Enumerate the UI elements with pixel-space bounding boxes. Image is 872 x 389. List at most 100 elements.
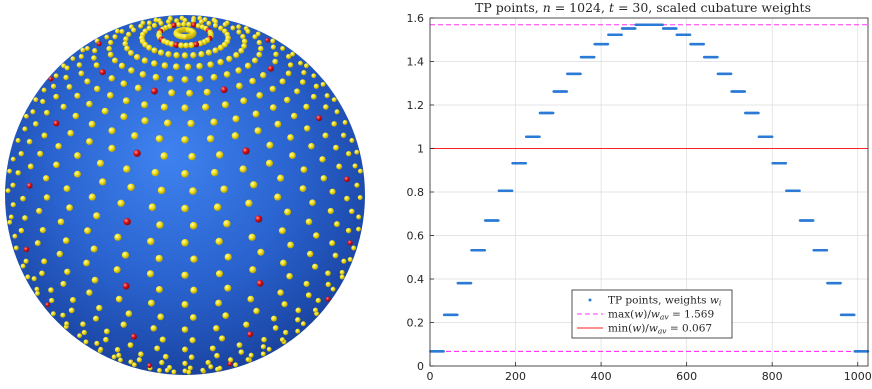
sphere-point <box>141 57 149 64</box>
sphere-point <box>260 344 267 350</box>
sphere-point <box>277 174 285 182</box>
x-tick-label: 0 <box>427 370 434 383</box>
sphere-point <box>295 328 301 334</box>
sphere-point <box>126 31 132 38</box>
sphere-point <box>190 286 198 294</box>
sphere-point <box>357 168 363 174</box>
sphere-point <box>187 119 195 128</box>
sphere-point <box>303 63 309 69</box>
sphere-point <box>278 227 286 235</box>
sphere-point <box>141 117 149 125</box>
sphere-point <box>41 132 48 139</box>
sphere-point <box>331 97 337 103</box>
sphere-point <box>131 27 137 33</box>
sphere-point <box>8 214 14 220</box>
sphere-point <box>123 165 131 173</box>
weight-point <box>839 281 842 285</box>
sphere-point <box>308 142 315 150</box>
sphere-point <box>249 77 256 85</box>
sphere-point <box>50 83 57 89</box>
sphere-point <box>173 63 180 70</box>
sphere-point <box>12 233 18 239</box>
sphere-point <box>334 221 340 228</box>
highlight-point <box>173 41 180 48</box>
sphere-point <box>34 286 40 292</box>
sphere-point <box>352 163 358 169</box>
sphere-point <box>35 290 40 296</box>
sphere-point <box>92 48 98 54</box>
highlight-point <box>193 41 200 48</box>
sphere-point <box>208 364 214 370</box>
sphere-point <box>64 268 71 275</box>
sphere-point <box>298 60 303 66</box>
sphere-point <box>119 29 125 34</box>
x-tick-label: 600 <box>676 370 697 383</box>
sphere-point <box>286 272 293 280</box>
weight-point <box>798 189 801 192</box>
highlight-point <box>247 331 254 338</box>
sphere-point <box>290 112 298 120</box>
sphere-point <box>266 346 272 352</box>
sphere-point <box>146 270 155 278</box>
sphere-point <box>300 166 308 173</box>
highlight-point <box>96 41 102 47</box>
sphere-point <box>280 259 287 267</box>
sphere-point <box>344 195 350 202</box>
sphere-point <box>213 19 219 25</box>
sphere-point <box>280 46 286 51</box>
sphere-point <box>178 42 185 49</box>
sphere-point <box>244 62 252 69</box>
sphere-point <box>22 126 28 132</box>
sphere-point <box>64 321 70 327</box>
sphere-point <box>103 336 109 343</box>
sphere-point <box>189 221 198 230</box>
sphere-point <box>240 97 248 105</box>
sphere-point <box>78 54 84 60</box>
sphere-point <box>181 301 189 308</box>
weight-point <box>853 313 856 317</box>
sphere-point <box>252 34 258 40</box>
sphere-point <box>88 120 96 128</box>
sphere-point <box>270 38 276 44</box>
sphere-point <box>190 52 197 59</box>
weight-point <box>784 162 788 165</box>
sphere-point <box>227 357 234 363</box>
sphere-point <box>136 357 143 363</box>
sphere-figure <box>0 0 400 385</box>
y-tick-label: 0.8 <box>407 186 425 199</box>
sphere-point <box>108 144 116 152</box>
sphere-point <box>209 345 216 352</box>
sphere-point <box>67 129 74 137</box>
sphere-point <box>286 54 292 60</box>
sphere-point <box>189 314 197 321</box>
sphere-point <box>356 214 362 220</box>
sphere-point <box>224 284 232 292</box>
sphere-point <box>147 237 155 246</box>
sphere-point <box>94 340 100 346</box>
weight-point <box>538 135 541 139</box>
sphere-point <box>41 258 48 265</box>
sphere-point <box>214 352 220 359</box>
sphere-point <box>199 19 204 25</box>
sphere-point <box>183 42 190 49</box>
sphere-point <box>287 134 294 141</box>
sphere-point <box>84 46 90 51</box>
sphere-surface <box>5 15 365 375</box>
sphere-point <box>151 22 158 29</box>
sphere-point <box>187 365 193 371</box>
sphere-point <box>260 72 267 79</box>
sphere-point <box>39 227 47 234</box>
sphere-point <box>160 103 168 111</box>
sphere-point <box>305 292 312 299</box>
sphere-point <box>20 263 26 269</box>
highlight-point <box>220 86 228 94</box>
sphere-point <box>181 52 189 59</box>
sphere-point <box>190 255 198 263</box>
sphere-point <box>181 104 189 112</box>
sphere-point <box>289 152 296 160</box>
y-tick-label: 1.2 <box>407 99 425 112</box>
sphere-point <box>320 81 326 87</box>
sphere-point <box>206 20 212 26</box>
weight-point <box>565 90 569 93</box>
sphere-point <box>131 362 137 368</box>
